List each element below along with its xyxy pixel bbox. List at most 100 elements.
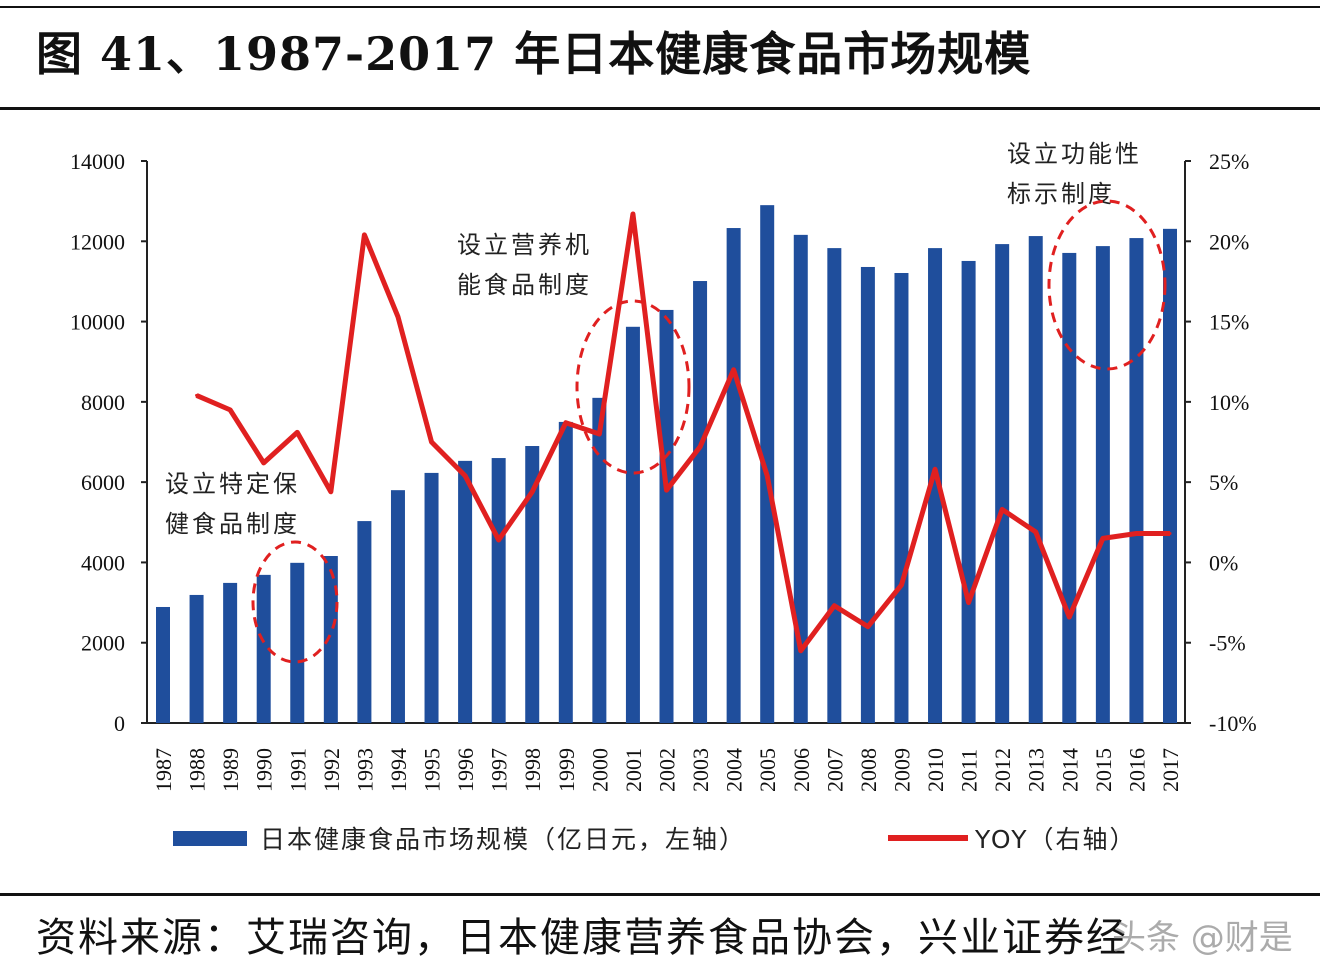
watermark: 头条 @财是 bbox=[1112, 918, 1293, 958]
x-tick-label: 1993 bbox=[352, 748, 377, 792]
bar-1988 bbox=[189, 594, 204, 723]
yoy-point-2015 bbox=[1101, 536, 1105, 540]
bar-1989 bbox=[223, 582, 238, 723]
right-tick-label: 0% bbox=[1209, 550, 1238, 575]
bar-2017 bbox=[1163, 228, 1177, 723]
right-tick-label: 15% bbox=[1209, 310, 1249, 335]
left-tick-label: 2000 bbox=[81, 631, 125, 656]
yoy-point-2007 bbox=[832, 604, 836, 608]
left-tick-label: 8000 bbox=[81, 390, 125, 415]
chart: 0 2000 4000 6000 8000 10000 12000 14000 -10% -5% 0… bbox=[70, 140, 1257, 854]
chart-title: 图 41、1987-2017 年日本健康食品市场规模 bbox=[36, 27, 1032, 81]
annotation-ellipse bbox=[575, 299, 691, 475]
yoy-point-1990 bbox=[262, 461, 266, 465]
bar-2012 bbox=[995, 244, 1010, 724]
yoy-point-2000 bbox=[597, 432, 601, 436]
bar-1999 bbox=[558, 421, 573, 723]
left-tick-label: 10000 bbox=[70, 310, 125, 335]
right-tick-label: -10% bbox=[1209, 711, 1257, 736]
bar-1990 bbox=[256, 574, 271, 723]
bar-2005 bbox=[760, 205, 775, 723]
bar-2004 bbox=[726, 228, 741, 723]
yoy-point-2009 bbox=[899, 583, 903, 587]
bar-1992 bbox=[323, 556, 338, 723]
x-tick-label: 2016 bbox=[1124, 748, 1149, 792]
x-tick-label: 1990 bbox=[252, 748, 277, 792]
annotation-text: 设立营养机 bbox=[457, 231, 592, 259]
left-tick-label: 4000 bbox=[81, 550, 125, 575]
footer-rule bbox=[0, 893, 1320, 896]
x-tick-label: 1995 bbox=[420, 748, 445, 792]
yoy-point-1999 bbox=[564, 421, 568, 425]
yoy-point-2004 bbox=[732, 368, 736, 372]
yoy-point-1988 bbox=[195, 393, 199, 397]
x-tick-label: 2009 bbox=[889, 748, 914, 792]
yoy-point-2012 bbox=[1000, 507, 1004, 511]
bar-2011 bbox=[961, 260, 976, 723]
bar-2009 bbox=[894, 272, 909, 723]
annotation-text: 设立特定保 bbox=[165, 470, 300, 498]
annotation-ellipse bbox=[251, 540, 339, 664]
bar-2016 bbox=[1129, 238, 1144, 723]
bar-2003 bbox=[693, 281, 708, 723]
bar-1996 bbox=[458, 460, 473, 723]
source-note: 资料来源：艾瑞咨询，日本健康营养食品协会，兴业证券经 bbox=[36, 915, 1128, 961]
x-tick-label: 2007 bbox=[822, 748, 847, 792]
x-tick-label: 2000 bbox=[587, 748, 612, 792]
yoy-point-1995 bbox=[430, 440, 434, 444]
x-tick-label: 2001 bbox=[621, 748, 646, 792]
right-tick-label: -5% bbox=[1209, 631, 1246, 656]
yoy-point-2010 bbox=[933, 467, 937, 471]
yoy-point-2002 bbox=[665, 488, 668, 492]
left-tick-label: 6000 bbox=[81, 470, 125, 495]
right-tick-label: 5% bbox=[1209, 470, 1238, 495]
x-tick-label: 1996 bbox=[453, 748, 478, 792]
x-tick-label: 2005 bbox=[755, 748, 780, 792]
bar-2006 bbox=[793, 234, 808, 723]
yoy-point-2001 bbox=[631, 212, 635, 216]
x-tick-label: 1994 bbox=[386, 748, 411, 792]
bar-1995 bbox=[424, 472, 439, 723]
x-tick-label: 2015 bbox=[1091, 748, 1116, 792]
x-tick-label: 2017 bbox=[1158, 748, 1183, 792]
x-tick-label: 1999 bbox=[554, 748, 579, 792]
yoy-point-1994 bbox=[396, 315, 400, 319]
top-rule bbox=[0, 6, 1320, 8]
left-tick-label: 0 bbox=[114, 711, 125, 736]
left-tick-label: 12000 bbox=[70, 229, 125, 254]
yoy-point-2011 bbox=[967, 601, 971, 605]
x-tick-label: 2002 bbox=[655, 748, 680, 792]
right-tick-label: 25% bbox=[1209, 149, 1249, 174]
bar-2002 bbox=[659, 309, 674, 723]
x-tick-label: 1992 bbox=[319, 748, 344, 792]
annotation-text: 标示制度 bbox=[1007, 180, 1115, 208]
bar-2007 bbox=[827, 248, 842, 724]
right-tick-label: 20% bbox=[1209, 229, 1249, 254]
bar-1997 bbox=[491, 458, 506, 723]
yoy-point-2006 bbox=[799, 649, 803, 653]
yoy-point-2003 bbox=[698, 445, 702, 449]
legend-line-label: YOY（右轴） bbox=[974, 825, 1137, 854]
bar-1994 bbox=[390, 490, 405, 723]
right-tick-label: 10% bbox=[1209, 390, 1249, 415]
x-tick-label: 2012 bbox=[990, 748, 1015, 792]
yoy-point-2014 bbox=[1067, 615, 1071, 619]
bar-1998 bbox=[525, 446, 540, 723]
yoy-point-2005 bbox=[765, 474, 769, 478]
yoy-point-2017 bbox=[1168, 532, 1172, 536]
bar-2013 bbox=[1028, 236, 1043, 723]
bar-1991 bbox=[290, 562, 305, 723]
x-tick-label: 1991 bbox=[285, 748, 310, 792]
yoy-point-2013 bbox=[1034, 530, 1038, 534]
bar-2015 bbox=[1095, 246, 1110, 724]
bar-2010 bbox=[928, 248, 943, 724]
x-tick-label: 2014 bbox=[1057, 748, 1082, 792]
yoy-point-1989 bbox=[228, 408, 232, 412]
bar-2008 bbox=[860, 266, 875, 723]
yoy-point-1997 bbox=[497, 538, 501, 542]
annotation-text: 健食品制度 bbox=[165, 510, 300, 538]
bar-1993 bbox=[357, 521, 372, 723]
bar-2000 bbox=[592, 397, 607, 723]
x-tick-label: 2008 bbox=[856, 748, 881, 792]
left-tick-label: 14000 bbox=[70, 149, 125, 174]
